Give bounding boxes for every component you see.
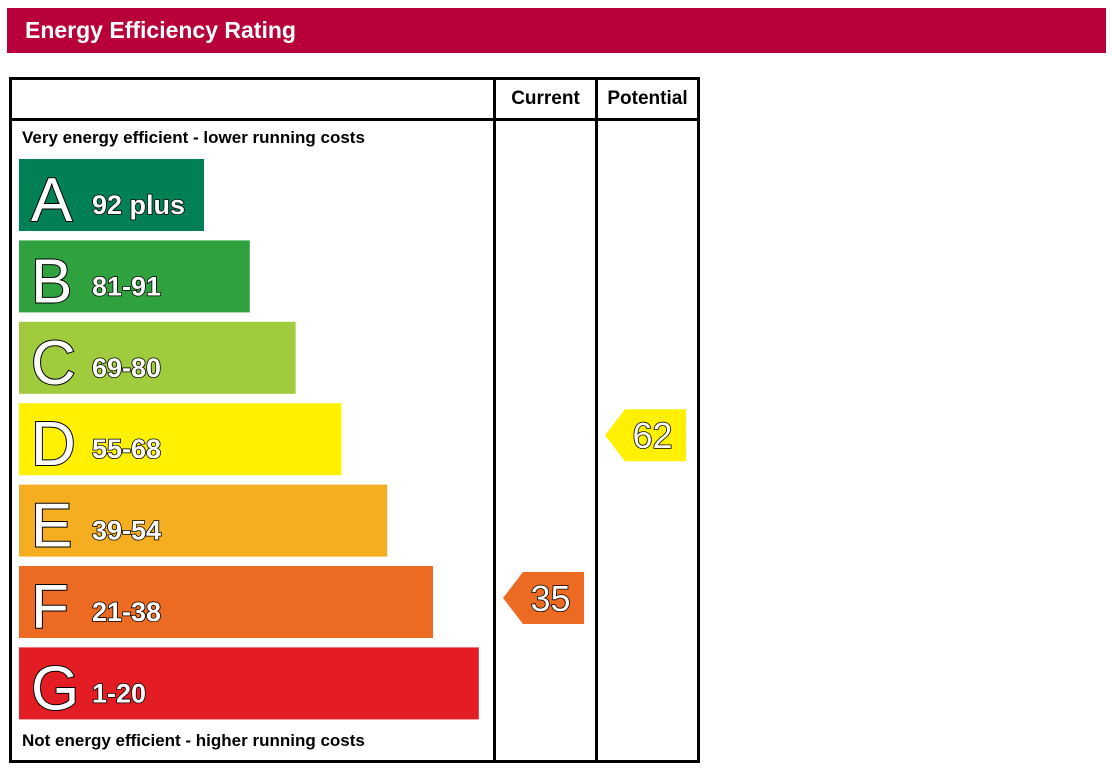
band-a-range: 92 plus xyxy=(92,190,185,220)
current-rating-marker xyxy=(503,572,584,624)
band-f-bar xyxy=(19,566,433,638)
band-a-bar xyxy=(19,159,204,231)
band-g-bar xyxy=(19,647,479,720)
band-c-letter: C xyxy=(31,329,76,398)
header-bar: Energy Efficiency Rating xyxy=(7,8,1106,53)
band-f-range: 21-38 xyxy=(92,597,161,627)
potential-rating-marker xyxy=(605,409,686,462)
band-f-letter: F xyxy=(31,573,69,642)
header-divider xyxy=(12,118,697,121)
band-d-bar xyxy=(19,403,342,476)
band-d-range: 55-68 xyxy=(92,434,161,464)
caption-bottom: Not energy efficient - higher running co… xyxy=(22,731,365,750)
divider-potential xyxy=(595,80,598,760)
divider-current xyxy=(493,80,496,760)
band-b-range: 81-91 xyxy=(92,271,161,301)
band-b-letter: B xyxy=(31,247,72,316)
band-g-letter: G xyxy=(31,654,79,723)
band-a-letter: A xyxy=(31,166,73,235)
caption-top: Very energy efficient - lower running co… xyxy=(22,128,365,147)
band-d-letter: D xyxy=(31,410,76,479)
column-header-potential: Potential xyxy=(607,88,688,109)
band-g-range: 1-20 xyxy=(92,678,146,708)
band-c-range: 69-80 xyxy=(92,353,161,383)
current-rating-value: 35 xyxy=(530,578,570,619)
column-header-current: Current xyxy=(511,88,580,109)
band-e-letter: E xyxy=(31,492,72,561)
band-c-bar xyxy=(19,321,296,394)
band-e-bar xyxy=(19,484,388,557)
rating-table: Current Potential Very energy efficient … xyxy=(9,77,700,763)
page-title: Energy Efficiency Rating xyxy=(25,17,296,43)
potential-rating-value: 62 xyxy=(632,415,672,456)
band-e-range: 39-54 xyxy=(92,516,161,546)
band-b-bar xyxy=(19,240,250,313)
